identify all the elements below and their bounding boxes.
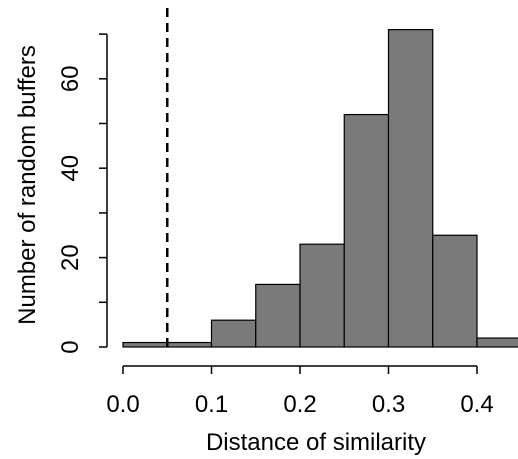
y-tick-label-0: 0 (57, 340, 84, 353)
y-axis-title: Number of random buffers (14, 45, 41, 325)
histogram-bar-1 (166, 341, 213, 348)
histogram-bar-6 (387, 29, 434, 348)
y-tick-label-1: 20 (57, 244, 84, 271)
x-tick-label-2: 0.2 (283, 391, 316, 418)
histogram-bar-7 (432, 234, 478, 348)
histogram-bars (122, 29, 518, 348)
x-tick-label-3: 0.3 (372, 391, 405, 418)
histogram-bar-2 (210, 319, 257, 348)
x-axis: 0.0 0.1 0.2 0.3 0.4 (106, 365, 494, 418)
y-axis: 0 20 40 60 (57, 33, 108, 354)
histogram-bar-0 (122, 341, 168, 348)
x-tick-label-1: 0.1 (195, 391, 228, 418)
x-tick-label-0: 0.0 (106, 391, 139, 418)
y-tick-label-3: 60 (57, 65, 84, 92)
y-tick-label-2: 40 (57, 155, 84, 182)
histogram-bar-4 (299, 243, 345, 348)
histogram-bar-5 (343, 113, 390, 348)
x-tick-label-4: 0.4 (460, 391, 493, 418)
histogram-bar-3 (255, 283, 301, 348)
x-axis-title: Distance of similarity (206, 429, 426, 456)
histogram-bar-8 (476, 337, 518, 348)
